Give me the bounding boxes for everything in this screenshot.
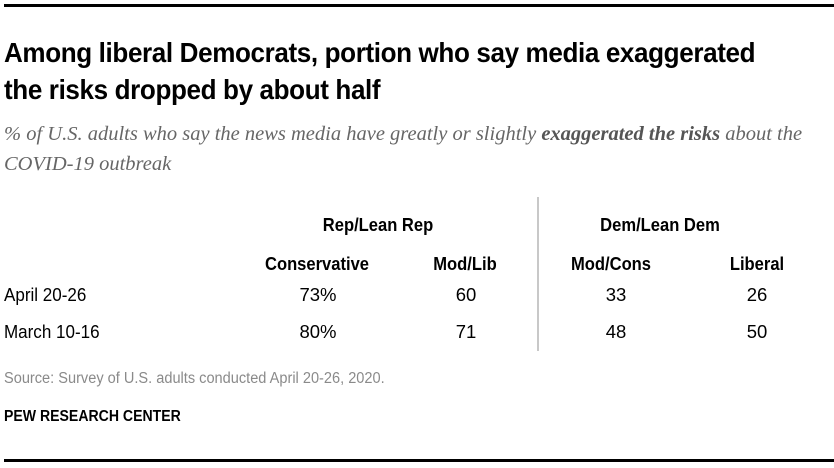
group-header-dem: Dem/Lean Dem xyxy=(600,215,720,235)
data-cell: 60 xyxy=(455,284,477,305)
data-cell: 48 xyxy=(605,321,627,342)
chart-title: Among liberal Democrats, portion who say… xyxy=(4,37,756,105)
column-header-conservative: Conservative xyxy=(264,254,370,274)
data-cell: 80% xyxy=(299,321,337,342)
top-rule xyxy=(4,4,834,7)
data-cell: 50 xyxy=(746,321,768,342)
subtitle-text-bold: exaggerated the risks xyxy=(541,123,721,145)
source-note: Source: Survey of U.S. adults conducted … xyxy=(4,370,385,387)
data-cell: 73% xyxy=(299,284,337,305)
group-divider xyxy=(537,197,539,351)
subtitle-text-post: about the COVID-19 outbreak xyxy=(4,123,803,175)
data-cell: 71 xyxy=(455,321,477,342)
chart-subtitle: % of U.S. adults who say the news media … xyxy=(4,119,824,179)
brand-logo-text: PEW RESEARCH CENTER xyxy=(4,408,181,425)
data-cell: 33 xyxy=(605,284,627,305)
bottom-rule xyxy=(4,459,834,462)
group-header-rep: Rep/Lean Rep xyxy=(322,215,434,235)
row-label: April 20-26 xyxy=(4,284,87,305)
subtitle-text-pre: % of U.S. adults who say the news media … xyxy=(4,123,542,145)
data-cell: 26 xyxy=(746,284,768,305)
column-header-mod-cons: Mod/Cons xyxy=(570,254,652,274)
row-label: March 10-16 xyxy=(4,321,100,342)
column-header-mod-lib: Mod/Lib xyxy=(433,254,497,274)
column-header-liberal: Liberal xyxy=(729,254,785,274)
